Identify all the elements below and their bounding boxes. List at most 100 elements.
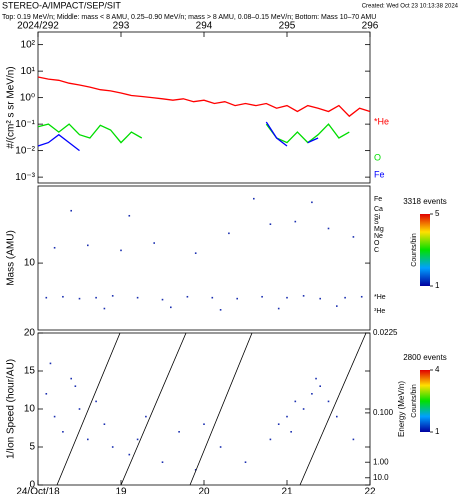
element-label: *He — [374, 294, 386, 301]
point — [161, 461, 164, 463]
point — [228, 232, 230, 235]
point — [261, 295, 263, 298]
created: Created: Wed Oct 23 10:13:38 2024 — [362, 4, 459, 10]
point — [277, 423, 280, 425]
colorbar-tick-label: 4 — [435, 365, 440, 374]
y-tick-label: 10⁻¹ — [15, 119, 35, 130]
point — [178, 431, 180, 433]
x-tick-label: 21 — [281, 487, 293, 494]
legend-label: O — [374, 152, 381, 162]
point — [70, 209, 72, 212]
point — [136, 296, 139, 299]
point — [87, 244, 89, 247]
y-axis-label: Mass (AMU) — [6, 230, 17, 286]
point — [360, 295, 363, 298]
point — [315, 377, 317, 380]
point — [145, 415, 147, 418]
x-tick-label: 2024/292 — [17, 21, 59, 32]
point — [319, 385, 321, 387]
colorbar-tick-label: 1 — [435, 427, 440, 436]
point — [95, 296, 97, 299]
y2-tick-label: 10.0 — [373, 473, 389, 482]
dispersion-line — [120, 332, 187, 486]
point — [45, 393, 48, 395]
x-tick-label: 295 — [279, 21, 296, 32]
point — [286, 296, 288, 299]
colorbar-tick-label: 5 — [435, 209, 440, 218]
point — [352, 236, 355, 238]
point — [103, 307, 106, 310]
point — [78, 408, 81, 410]
point — [286, 415, 288, 418]
point — [311, 201, 313, 204]
point — [294, 220, 297, 223]
y2-axis-label: Energy (MeV/n) — [397, 381, 406, 437]
y2-tick-label: 1.00 — [373, 457, 389, 466]
point — [153, 242, 155, 244]
point — [277, 307, 280, 310]
series-line — [37, 76, 371, 118]
y-tick-label: 0 — [29, 480, 35, 491]
point — [194, 252, 197, 254]
point — [45, 296, 48, 299]
point — [290, 431, 292, 433]
point — [302, 295, 305, 297]
point — [62, 431, 64, 433]
series-line — [37, 121, 319, 152]
point — [103, 423, 106, 425]
point — [211, 296, 214, 299]
point — [302, 408, 305, 410]
y-tick-label: 10¹ — [21, 66, 36, 77]
point — [219, 446, 222, 448]
point — [236, 297, 238, 300]
x-tick-label: 294 — [196, 21, 213, 32]
point — [111, 295, 114, 297]
point — [78, 297, 81, 300]
point — [128, 214, 131, 217]
x-tick-label: 24/Oct/18 — [16, 487, 60, 494]
plot-frame — [37, 332, 371, 486]
plot-frame — [37, 185, 371, 331]
point — [327, 400, 330, 403]
y-tick-label: 10 — [24, 258, 36, 269]
series-line — [37, 123, 350, 144]
plot-frame — [37, 31, 371, 184]
point — [95, 400, 97, 403]
element-label: Si — [374, 214, 381, 221]
point — [87, 438, 89, 441]
point — [269, 438, 272, 441]
element-label: Ne — [374, 233, 383, 240]
y-tick-label: 10⁻³ — [15, 172, 35, 183]
point — [352, 438, 355, 441]
colorbar — [420, 214, 430, 286]
y-axis-label: #/(cm² s sr MeV/n) — [6, 66, 17, 148]
y2-tick-label: 0.100 — [373, 408, 394, 417]
element-label: Ca — [374, 206, 383, 213]
x-tick-label: 22 — [364, 487, 376, 494]
point — [219, 309, 222, 311]
y2-tick-label: 0.0225 — [373, 328, 398, 337]
element-label: Mg — [374, 226, 384, 233]
element-label: S — [374, 219, 379, 226]
colorbar-title: 2800 events — [403, 353, 447, 362]
point — [244, 461, 247, 463]
point — [269, 223, 272, 226]
point — [203, 423, 205, 425]
colorbar — [420, 370, 430, 432]
y-tick-label: 20 — [24, 328, 36, 339]
point — [74, 385, 77, 387]
point — [319, 297, 321, 300]
x-tick-label: 293 — [113, 21, 130, 32]
point — [120, 249, 122, 252]
element-label: Fe — [374, 196, 382, 203]
point — [294, 400, 297, 403]
title: STEREO-A/IMPACT/SEP/SIT — [2, 0, 121, 10]
dispersion-line — [189, 332, 253, 486]
element-label: ³He — [374, 308, 385, 315]
point — [111, 446, 114, 448]
legend-label: Fe — [374, 169, 385, 179]
y-tick-label: 15 — [24, 366, 36, 377]
y-tick-label: 10⁰ — [20, 92, 35, 103]
point — [161, 298, 164, 301]
